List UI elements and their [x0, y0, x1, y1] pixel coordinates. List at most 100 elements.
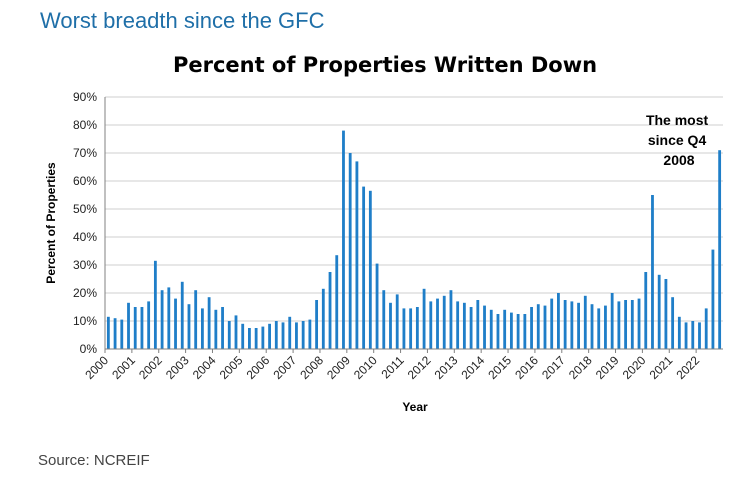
- bar: [187, 304, 191, 349]
- bar: [328, 272, 332, 349]
- x-tick-label: 2019: [593, 353, 622, 382]
- annotation-text: The most since Q4 2008: [646, 112, 712, 168]
- source-note: Source: NCREIF: [38, 452, 150, 469]
- bar: [234, 315, 238, 349]
- bar: [577, 302, 580, 349]
- y-tick-labels: 0% 10% 20% 30% 40% 50% 60% 70% 80% 90%: [73, 90, 97, 356]
- bar: [415, 307, 419, 349]
- bar: [557, 293, 560, 349]
- x-tick-label: 2021: [647, 353, 676, 382]
- y-tick-label: 60%: [73, 174, 97, 188]
- bar: [248, 328, 251, 349]
- chart-title: Percent of Properties Written Down: [173, 53, 597, 77]
- bar: [496, 314, 500, 349]
- x-tick-label: 2020: [620, 353, 649, 382]
- bar: [456, 301, 460, 349]
- bar: [630, 300, 634, 349]
- annotation-line-3: 2008: [663, 152, 694, 168]
- bar: [127, 302, 130, 349]
- bar: [664, 279, 668, 349]
- bar: [382, 290, 386, 349]
- bar: [677, 316, 681, 349]
- bar: [543, 305, 547, 349]
- bar: [335, 255, 339, 349]
- y-tick-label: 40%: [73, 230, 97, 244]
- x-tick-label: 2011: [379, 353, 407, 381]
- bar: [348, 153, 352, 349]
- x-tick-label: 2003: [163, 353, 192, 382]
- annotation-line-2: since Q4: [648, 132, 707, 148]
- bar: [651, 195, 654, 349]
- gridlines: [105, 96, 723, 322]
- x-tick-label: 2017: [539, 353, 568, 382]
- bars: [106, 130, 722, 349]
- x-tick-label: 2016: [512, 353, 541, 382]
- bar: [509, 312, 513, 349]
- bar: [436, 298, 439, 349]
- x-tick-label: 2001: [109, 353, 138, 382]
- bar: [207, 297, 211, 349]
- bar: [227, 321, 231, 349]
- bar: [140, 307, 144, 349]
- bar: [174, 298, 177, 349]
- y-tick-label: 10%: [73, 314, 97, 328]
- bar: [241, 323, 245, 349]
- bar: [274, 321, 278, 349]
- bar: [429, 301, 433, 349]
- bar: [671, 297, 675, 349]
- bar: [711, 249, 715, 349]
- bar: [133, 307, 137, 349]
- annotation-line-1: The most: [646, 112, 709, 128]
- bar: [261, 326, 265, 349]
- x-tick-label: 2022: [673, 353, 702, 382]
- x-tick-label: 2007: [270, 353, 299, 382]
- y-axis-label: Percent of Properties: [44, 162, 58, 284]
- bar: [489, 309, 493, 349]
- bar: [355, 161, 359, 349]
- bar: [503, 309, 507, 349]
- bar: [644, 272, 648, 349]
- bar: [153, 260, 157, 349]
- x-tick-label: 2012: [405, 353, 434, 382]
- bar: [657, 274, 661, 349]
- bar: [120, 319, 124, 349]
- x-tick-label: 2010: [351, 353, 380, 382]
- bar: [449, 290, 453, 349]
- bar: [637, 298, 641, 349]
- bar: [550, 298, 554, 349]
- y-tick-label: 80%: [73, 118, 97, 132]
- bar: [281, 322, 285, 349]
- bar: [160, 290, 164, 349]
- bar: [368, 190, 372, 349]
- bar: [442, 295, 446, 349]
- bar: [301, 321, 305, 349]
- x-tick-label: 2009: [324, 353, 353, 382]
- bar: [221, 307, 224, 349]
- bar: [590, 304, 594, 349]
- bar: [684, 322, 688, 349]
- bar: [704, 308, 708, 349]
- x-axis-label: Year: [402, 400, 428, 414]
- y-tick-label: 30%: [73, 258, 97, 272]
- x-tick-label: 2018: [566, 353, 595, 382]
- bar: [200, 308, 204, 349]
- bar: [523, 314, 527, 349]
- bar: [610, 293, 614, 349]
- headline: Worst breadth since the GFC: [40, 8, 325, 33]
- y-tick-label: 0%: [80, 342, 98, 356]
- y-tick-label: 70%: [73, 146, 97, 160]
- bar: [395, 294, 399, 349]
- bar: [691, 321, 695, 349]
- bar: [295, 322, 298, 349]
- bar: [530, 307, 533, 349]
- bar: [375, 263, 379, 349]
- x-tick-label: 2014: [459, 353, 488, 382]
- x-tick-label: 2005: [217, 353, 246, 382]
- bar: [718, 150, 722, 349]
- x-tick-label: 2000: [82, 353, 111, 382]
- bar: [422, 288, 426, 349]
- bar: [698, 322, 701, 349]
- x-tick-label: 2006: [244, 353, 273, 382]
- bar: [214, 309, 218, 349]
